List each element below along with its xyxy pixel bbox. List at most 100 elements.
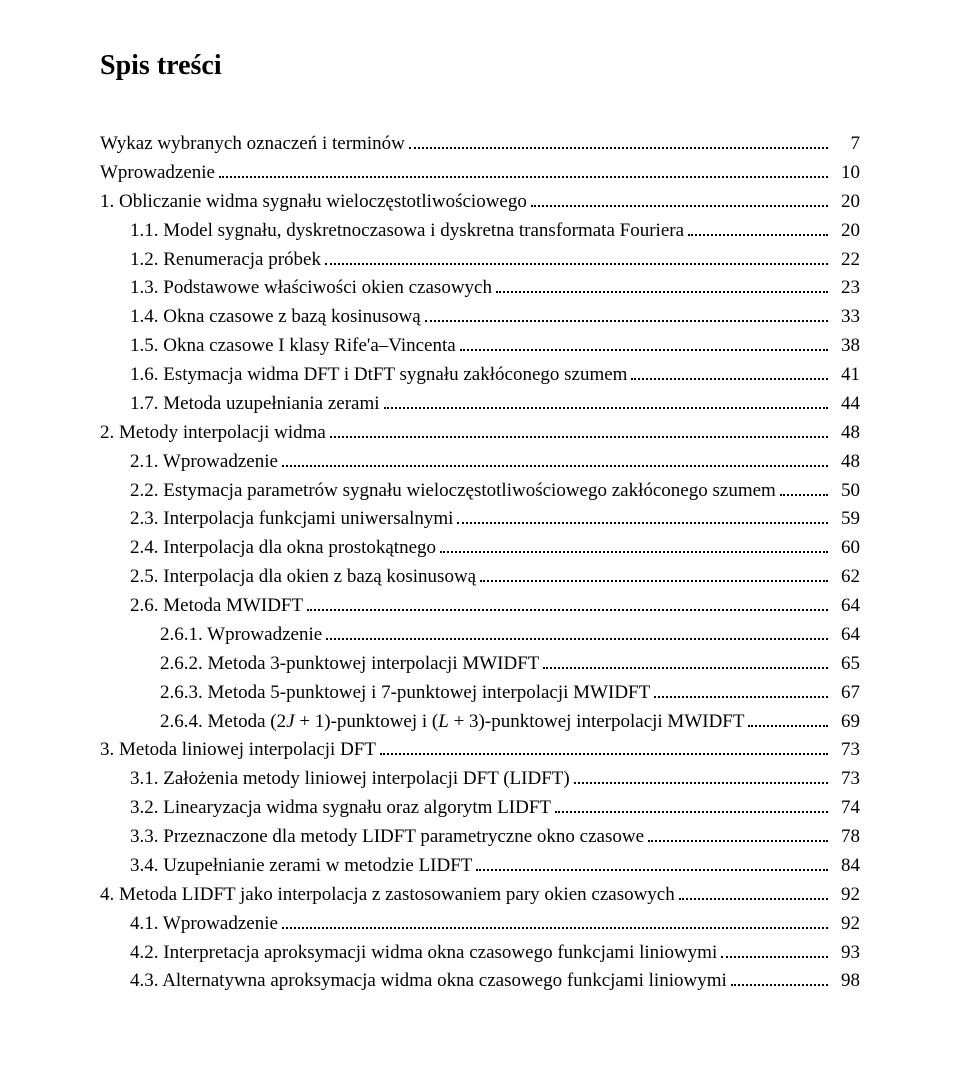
toc-leader-dots: [480, 580, 828, 582]
toc-leader-dots: [555, 811, 828, 813]
toc-entry-label: 4. Metoda LIDFT jako interpolacja z zast…: [100, 881, 675, 910]
toc-leader-dots: [679, 898, 828, 900]
toc-entry-label: 3.3. Przeznaczone dla metody LIDFT param…: [130, 823, 644, 852]
toc-entry-label: 1.3. Podstawowe właściwości okien czasow…: [130, 274, 492, 303]
toc-entry: 3.4. Uzupełnianie zerami w metodzie LIDF…: [100, 852, 860, 881]
toc-leader-dots: [457, 522, 828, 524]
toc-entry: 4. Metoda LIDFT jako interpolacja z zast…: [100, 881, 860, 910]
toc-entry: 2.6.1. Wprowadzenie 64: [100, 621, 860, 650]
toc-entry-page: 10: [832, 159, 860, 188]
toc-leader-dots: [688, 234, 828, 236]
toc-entry-page: 64: [832, 621, 860, 650]
toc-entry-label: 4.2. Interpretacja aproksymacji widma ok…: [130, 939, 717, 968]
toc-entry-page: 93: [832, 939, 860, 968]
toc-leader-dots: [425, 320, 828, 322]
toc-entry: 2.1. Wprowadzenie 48: [100, 448, 860, 477]
toc-entry: Wprowadzenie 10: [100, 159, 860, 188]
toc-entry: 2. Metody interpolacji widma 48: [100, 419, 860, 448]
toc-entry-label: 2.5. Interpolacja dla okien z bazą kosin…: [130, 563, 476, 592]
toc-entry-page: 60: [832, 534, 860, 563]
toc-leader-dots: [440, 551, 828, 553]
toc-entry: 2.6.2. Metoda 3-punktowej interpolacji M…: [100, 650, 860, 679]
toc-entry: Wykaz wybranych oznaczeń i terminów7: [100, 130, 860, 159]
toc-entry-label: 1.7. Metoda uzupełniania zerami: [130, 390, 380, 419]
toc-entry-label: 1.6. Estymacja widma DFT i DtFT sygnału …: [130, 361, 627, 390]
toc-entry-label: Wprowadzenie: [100, 159, 215, 188]
toc-entry-label: 3. Metoda liniowej interpolacji DFT: [100, 736, 376, 765]
toc-leader-dots: [460, 349, 828, 351]
toc-entry-page: 48: [832, 419, 860, 448]
toc-leader-dots: [282, 465, 828, 467]
toc-entry-label: 2.6.2. Metoda 3-punktowej interpolacji M…: [160, 650, 539, 679]
toc-entry-label: 2.1. Wprowadzenie: [130, 448, 278, 477]
toc-entry-label: 1. Obliczanie widma sygnału wieloczęstot…: [100, 188, 527, 217]
toc-leader-dots: [307, 609, 828, 611]
toc-entry: 2.6.4. Metoda (2J + 1)-punktowej i (L + …: [100, 708, 860, 737]
toc-entry: 2.3. Interpolacja funkcjami uniwersalnym…: [100, 505, 860, 534]
toc-leader-dots: [326, 638, 828, 640]
toc-entry-page: 38: [832, 332, 860, 361]
toc-entry-page: 33: [832, 303, 860, 332]
toc-entry: 2.5. Interpolacja dla okien z bazą kosin…: [100, 563, 860, 592]
toc-entry-page: 20: [832, 217, 860, 246]
toc-entry-page: 22: [832, 246, 860, 275]
toc-entry-page: 59: [832, 505, 860, 534]
toc-entry-page: 50: [832, 477, 860, 506]
toc-entry: 3.2. Linearyzacja widma sygnału oraz alg…: [100, 794, 860, 823]
toc-entry: 1.7. Metoda uzupełniania zerami 44: [100, 390, 860, 419]
toc-entry-label: 1.4. Okna czasowe z bazą kosinusową: [130, 303, 421, 332]
page-container: Spis treści Wykaz wybranych oznaczeń i t…: [0, 0, 960, 1046]
toc-entry-label: 3.2. Linearyzacja widma sygnału oraz alg…: [130, 794, 551, 823]
toc-entry-page: 92: [832, 881, 860, 910]
toc-entry-label: 1.5. Okna czasowe I klasy Rife'a–Vincent…: [130, 332, 456, 361]
toc-leader-dots: [384, 407, 828, 409]
toc-entry-page: 92: [832, 910, 860, 939]
toc-entry-label: 3.4. Uzupełnianie zerami w metodzie LIDF…: [130, 852, 472, 881]
toc-leader-dots: [219, 176, 828, 178]
toc-entry-page: 64: [832, 592, 860, 621]
toc-entry-page: 73: [832, 765, 860, 794]
toc-entry-page: 65: [832, 650, 860, 679]
toc-entry: 1.3. Podstawowe właściwości okien czasow…: [100, 274, 860, 303]
toc-entry: 4.1. Wprowadzenie 92: [100, 910, 860, 939]
toc-leader-dots: [574, 782, 828, 784]
toc-entry-page: 73: [832, 736, 860, 765]
toc-entry: 3.3. Przeznaczone dla metody LIDFT param…: [100, 823, 860, 852]
toc-entry-label: 1.1. Model sygnału, dyskretnoczasowa i d…: [130, 217, 684, 246]
toc-entry: 2.6.3. Metoda 5-punktowej i 7-punktowej …: [100, 679, 860, 708]
toc-entry-page: 98: [832, 967, 860, 996]
toc-entry-page: 23: [832, 274, 860, 303]
toc-entry-page: 48: [832, 448, 860, 477]
toc-entry: 1.4. Okna czasowe z bazą kosinusową 33: [100, 303, 860, 332]
toc-entry-label: 3.1. Założenia metody liniowej interpola…: [130, 765, 570, 794]
toc-entry-label: 2. Metody interpolacji widma: [100, 419, 326, 448]
toc-entry-page: 69: [832, 708, 860, 737]
toc-leader-dots: [496, 291, 828, 293]
toc-leader-dots: [409, 147, 828, 149]
toc-entry-page: 67: [832, 679, 860, 708]
toc-entry-label: 4.1. Wprowadzenie: [130, 910, 278, 939]
toc-leader-dots: [531, 205, 828, 207]
toc-entry: 2.4. Interpolacja dla okna prostokątnego…: [100, 534, 860, 563]
toc-entry-label: 2.4. Interpolacja dla okna prostokątnego: [130, 534, 436, 563]
toc-leader-dots: [380, 753, 828, 755]
toc-entry-page: 84: [832, 852, 860, 881]
toc-leader-dots: [780, 494, 828, 496]
toc-entry-page: 44: [832, 390, 860, 419]
toc-leader-dots: [330, 436, 828, 438]
toc-entry: 2.2. Estymacja parametrów sygnału wieloc…: [100, 477, 860, 506]
toc-entry-label: 2.6.1. Wprowadzenie: [160, 621, 322, 650]
toc-entry: 4.3. Alternatywna aproksymacja widma okn…: [100, 967, 860, 996]
toc-leader-dots: [731, 984, 828, 986]
toc-entry: 1. Obliczanie widma sygnału wieloczęstot…: [100, 188, 860, 217]
toc-entry-label: 2.6.3. Metoda 5-punktowej i 7-punktowej …: [160, 679, 650, 708]
toc-leader-dots: [748, 725, 828, 727]
toc-entry: 3.1. Założenia metody liniowej interpola…: [100, 765, 860, 794]
toc-leader-dots: [721, 956, 828, 958]
toc-leader-dots: [282, 927, 828, 929]
toc-entry-page: 74: [832, 794, 860, 823]
toc-entry-page: 7: [832, 130, 860, 159]
toc-entry-label: 4.3. Alternatywna aproksymacja widma okn…: [130, 967, 727, 996]
toc-leader-dots: [648, 840, 828, 842]
toc-entry-page: 20: [832, 188, 860, 217]
